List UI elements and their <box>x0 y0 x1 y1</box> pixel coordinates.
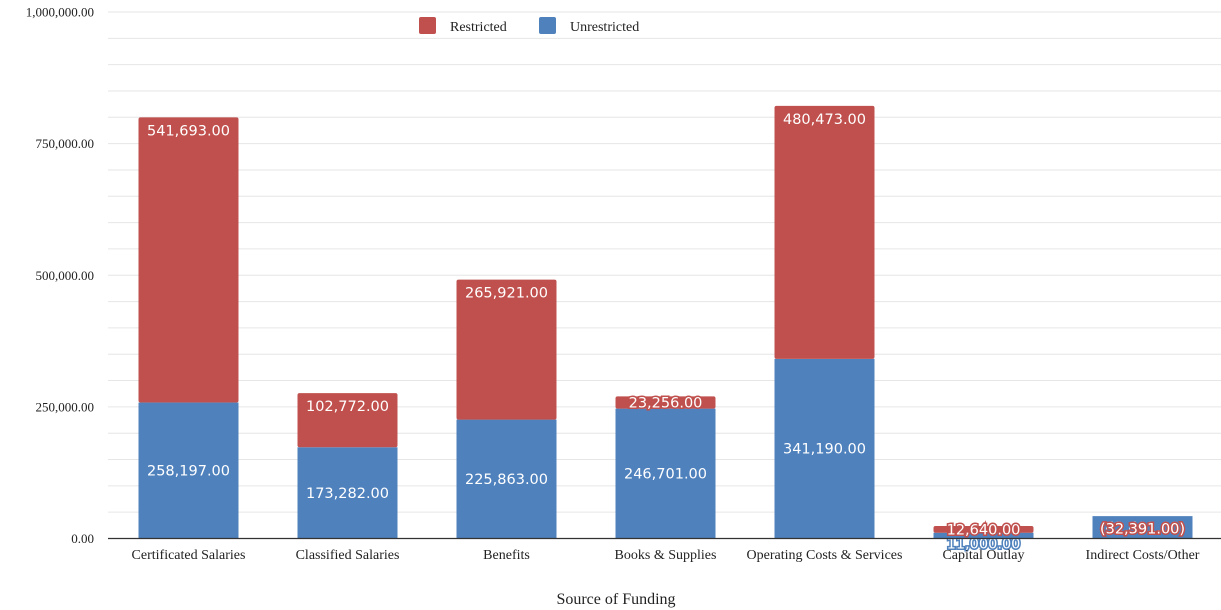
bar-group: 173,282.00 102,772.00 <box>297 393 398 539</box>
bar-restricted <box>774 105 875 359</box>
y-tick-label: 500,000.00 <box>36 268 95 283</box>
legend-swatch <box>539 17 556 34</box>
bar-restricted <box>297 393 398 448</box>
bar-group: 246,701.00 23,256.00 <box>615 394 716 539</box>
bar-group: 225,863.00 265,921.00 <box>456 279 557 539</box>
legend-swatch <box>419 17 436 34</box>
bar-label-restricted: 541,693.00 <box>147 123 230 139</box>
x-axis-title: Source of Funding <box>556 591 675 608</box>
x-tick-label: Operating Costs & Services <box>747 548 903 563</box>
bar-restricted <box>615 396 716 409</box>
legend-label: Unrestricted <box>570 20 639 35</box>
bar-label-unrestricted: 341,190.00 <box>783 442 866 458</box>
y-tick-label: 750,000.00 <box>36 136 95 151</box>
legend: Restricted Unrestricted <box>419 17 639 35</box>
bar-label-restricted: 480,473.00 <box>783 112 866 128</box>
bar-label-restricted: 102,772.00 <box>306 399 389 415</box>
bar-label-unrestricted: 258,197.00 <box>147 464 230 480</box>
x-tick-label: Certificated Salaries <box>132 548 246 563</box>
bar-label-unrestricted: 42,491.00 <box>1106 520 1180 536</box>
bar-unrestricted <box>138 402 239 539</box>
bar-group: 258,197.00 541,693.00 <box>138 117 239 539</box>
bar-restricted <box>933 526 1034 533</box>
gridlines <box>108 11 1221 513</box>
bar-label-unrestricted: 246,701.00 <box>624 467 707 483</box>
bar-label-restricted: (32,391.00) <box>1100 522 1185 538</box>
bar-restricted <box>138 117 239 403</box>
x-tick-label: Books & Supplies <box>615 548 717 563</box>
bar-unrestricted <box>933 532 1034 539</box>
bar-label-restricted: 12,640.00 <box>947 522 1021 538</box>
y-tick-label: 0.00 <box>71 531 94 546</box>
bar-label-restricted: 265,921.00 <box>465 286 548 302</box>
x-tick-label: Indirect Costs/Other <box>1086 548 1200 563</box>
legend-item: Unrestricted <box>539 17 639 35</box>
bar-unrestricted <box>615 408 716 539</box>
x-axis: Certificated Salaries Classified Salaries… <box>108 537 1221 563</box>
x-tick-label: Benefits <box>483 548 530 563</box>
bar-label-unrestricted: 11,000.00 <box>947 537 1021 553</box>
x-tick-label: Capital Outlay <box>942 548 1024 563</box>
bar-group: 42,491.00(32,391.00) <box>1092 516 1193 539</box>
bar-group: 341,190.00 480,473.00 <box>774 105 875 539</box>
bars: 258,197.00 541,693.00 173,282.00 102,772.00… <box>138 105 1193 554</box>
bar-label-unrestricted: 225,863.00 <box>465 472 548 488</box>
bar-unrestricted <box>456 419 557 539</box>
bar-restricted <box>456 279 557 420</box>
legend-item: Restricted <box>419 17 507 35</box>
y-tick-label: 250,000.00 <box>36 399 95 414</box>
y-tick-label: 1,000,000.00 <box>26 5 94 20</box>
x-tick-label: Classified Salaries <box>296 548 400 563</box>
bar-label-unrestricted: 173,282.00 <box>306 486 389 502</box>
bar-unrestricted <box>1092 516 1193 539</box>
y-axis: 0.00 250,000.00 500,000.00 750,000.00 1,000,… <box>26 5 94 547</box>
bar-unrestricted <box>774 358 875 539</box>
legend-label: Restricted <box>450 20 507 35</box>
bar-unrestricted <box>297 447 398 539</box>
bar-label-restricted: 23,256.00 <box>629 395 703 411</box>
